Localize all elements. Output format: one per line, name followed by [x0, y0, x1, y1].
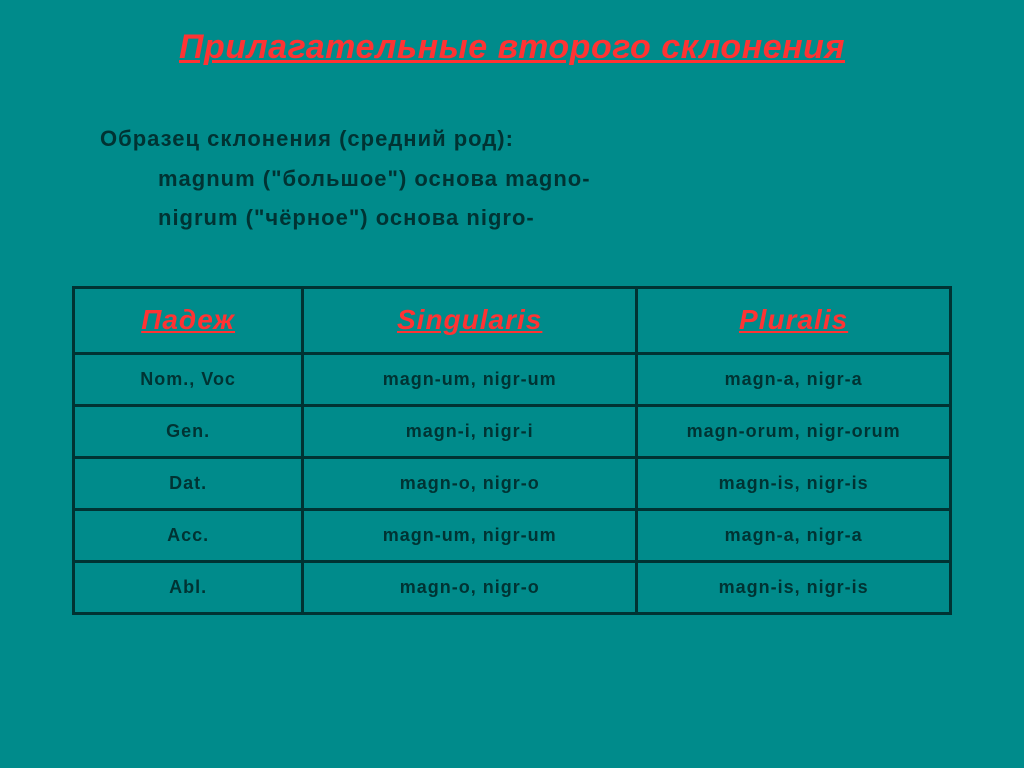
cell-pluralis: magn-is, nigr-is	[637, 561, 951, 613]
table-row: Abl. magn-o, nigr-o magn-is, nigr-is	[74, 561, 951, 613]
cell-singularis: magn-i, nigr-i	[303, 405, 637, 457]
cell-singularis: magn-o, nigr-o	[303, 457, 637, 509]
cell-singularis: magn-um, nigr-um	[303, 509, 637, 561]
table-row: Acc. magn-um, nigr-um magn-a, nigr-a	[74, 509, 951, 561]
header-singularis: Singularis	[303, 287, 637, 353]
subtitle-line-2: magnum ("большое") основа magno-	[158, 159, 1024, 199]
table-row: Nom., Voc magn-um, nigr-um magn-a, nigr-…	[74, 353, 951, 405]
cell-singularis: magn-um, nigr-um	[303, 353, 637, 405]
cell-singularis: magn-o, nigr-o	[303, 561, 637, 613]
cell-pluralis: magn-a, nigr-a	[637, 509, 951, 561]
cell-case: Nom., Voc	[74, 353, 303, 405]
cell-case: Gen.	[74, 405, 303, 457]
table-row: Dat. magn-o, nigr-o magn-is, nigr-is	[74, 457, 951, 509]
table-row: Gen. magn-i, nigr-i magn-orum, nigr-orum	[74, 405, 951, 457]
subtitle-line-1: Образец склонения (средний род):	[100, 119, 1024, 159]
cell-case: Abl.	[74, 561, 303, 613]
declension-table: Падеж Singularis Pluralis Nom., Voc magn…	[72, 286, 952, 615]
subtitle-line-3: nigrum ("чёрное") основа nigro-	[158, 198, 1024, 238]
subtitle-block: Образец склонения (средний род): magnum …	[100, 119, 1024, 238]
cell-pluralis: magn-orum, nigr-orum	[637, 405, 951, 457]
table-header-row: Падеж Singularis Pluralis	[74, 287, 951, 353]
cell-pluralis: magn-is, nigr-is	[637, 457, 951, 509]
cell-case: Acc.	[74, 509, 303, 561]
slide-title: Прилагательные второго склонения	[0, 0, 1024, 67]
cell-case: Dat.	[74, 457, 303, 509]
header-pluralis: Pluralis	[637, 287, 951, 353]
cell-pluralis: magn-a, nigr-a	[637, 353, 951, 405]
header-case: Падеж	[74, 287, 303, 353]
